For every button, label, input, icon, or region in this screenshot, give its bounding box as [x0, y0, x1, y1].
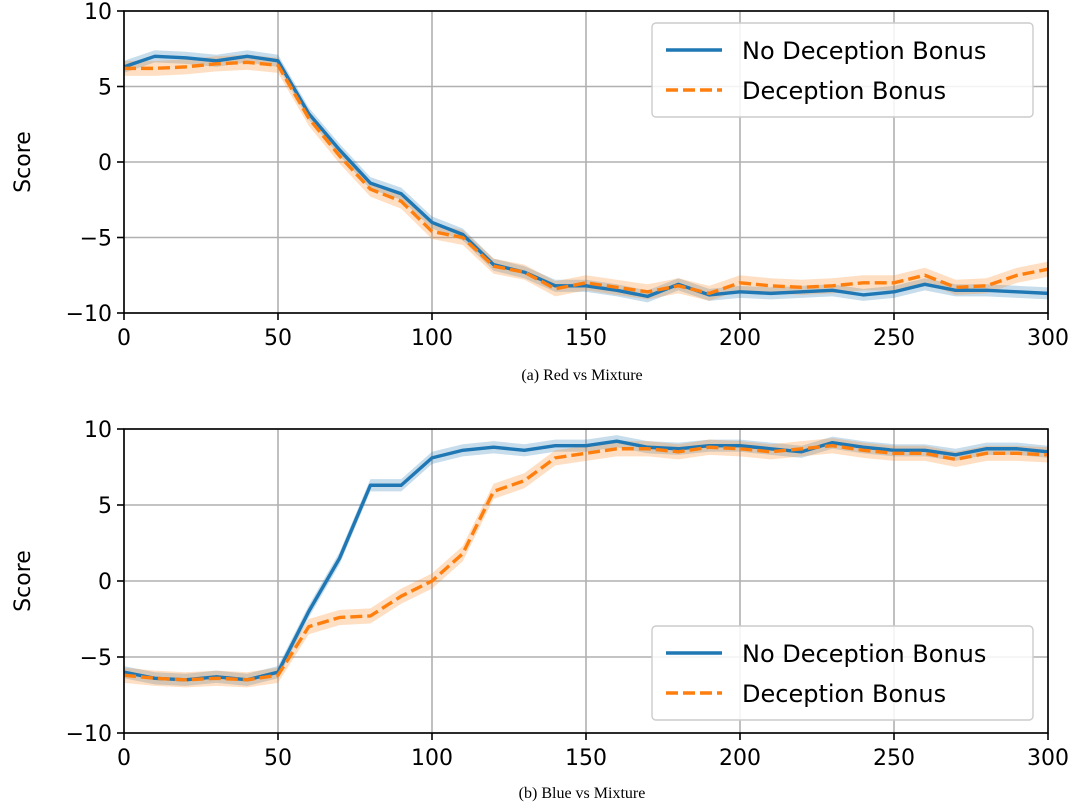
panel-caption: (a) Red vs Mixture	[521, 367, 642, 384]
y-tick-label: −5	[80, 646, 112, 671]
x-tick-label: 300	[1027, 746, 1069, 771]
x-tick-label: 150	[565, 326, 607, 351]
legend: No Deception Bonus Deception Bonus	[651, 625, 1034, 721]
confidence-band-series-1	[124, 438, 1048, 688]
legend: No Deception Bonus Deception Bonus	[651, 22, 1034, 118]
y-axis-label: Score	[11, 550, 36, 612]
x-tick-label: 0	[117, 326, 131, 351]
x-tick-label: 200	[719, 746, 761, 771]
y-tick-label: 0	[98, 570, 112, 595]
y-tick-label: 0	[98, 151, 112, 176]
panel-caption: (b) Blue vs Mixture	[519, 785, 646, 802]
y-tick-label: 10	[84, 418, 112, 443]
y-tick-label: 5	[98, 494, 112, 519]
x-tick-label: 50	[264, 746, 292, 771]
legend-label-series-1: Deception Bonus	[742, 680, 946, 708]
x-tick-label: 0	[117, 746, 131, 771]
x-tick-label: 100	[411, 746, 453, 771]
y-tick-label: −5	[80, 227, 112, 252]
y-axis-label: Score	[11, 131, 36, 193]
x-tick-label: 250	[873, 746, 915, 771]
legend-box	[651, 625, 1034, 721]
y-tick-label: 10	[84, 0, 112, 25]
legend-box	[651, 22, 1034, 118]
y-tick-label: −10	[66, 302, 112, 327]
x-tick-label: 50	[264, 326, 292, 351]
y-tick-label: 5	[98, 76, 112, 101]
y-tick-label: −10	[66, 722, 112, 747]
x-tick-label: 200	[719, 326, 761, 351]
legend-label-series-1: Deception Bonus	[742, 77, 946, 105]
x-tick-label: 300	[1027, 326, 1069, 351]
x-tick-label: 250	[873, 326, 915, 351]
confidence-band-series-0	[124, 435, 1048, 686]
legend-label-series-0: No Deception Bonus	[742, 37, 986, 65]
x-tick-label: 150	[565, 746, 607, 771]
legend-label-series-0: No Deception Bonus	[742, 640, 986, 668]
x-tick-label: 100	[411, 326, 453, 351]
